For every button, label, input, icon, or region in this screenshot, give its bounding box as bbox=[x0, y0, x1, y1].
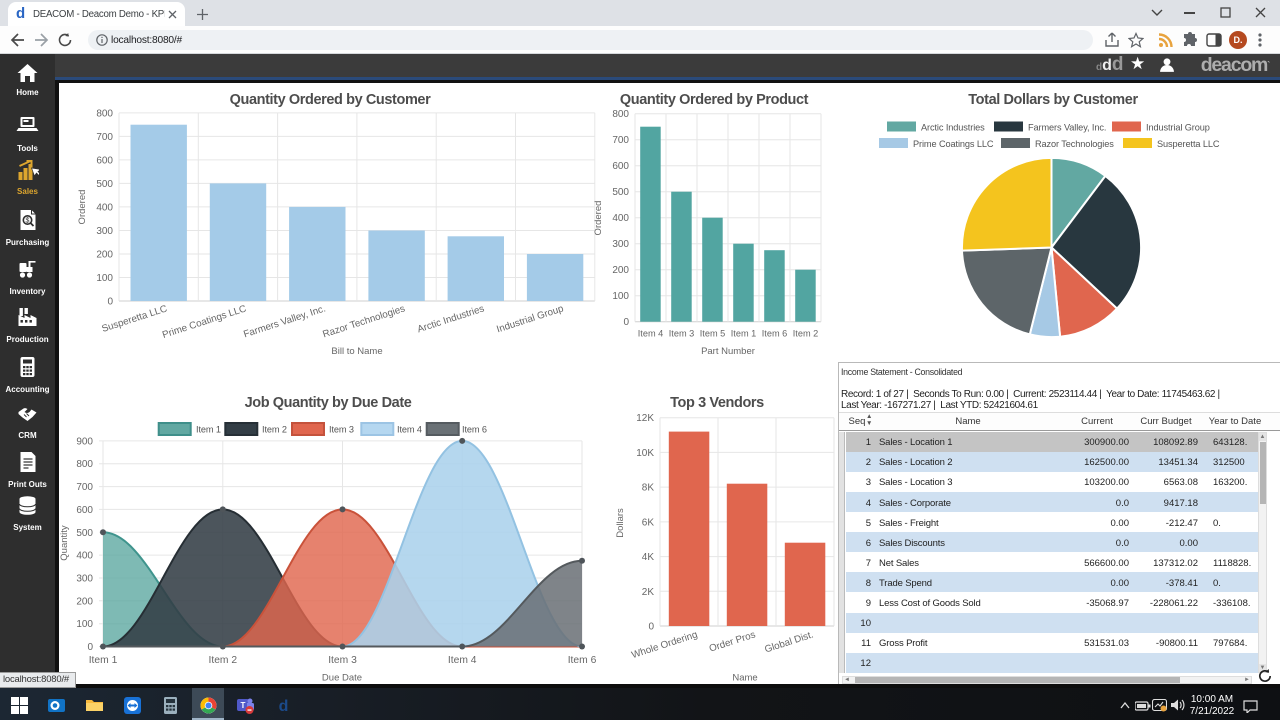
svg-text:Item 6: Item 6 bbox=[462, 425, 487, 435]
svg-text:Arctic Industries: Arctic Industries bbox=[921, 123, 985, 133]
svg-text:Item 4: Item 4 bbox=[638, 329, 664, 339]
svg-text:Due Date: Due Date bbox=[322, 673, 362, 684]
svg-text:800: 800 bbox=[76, 459, 93, 470]
svg-text:Item 4: Item 4 bbox=[397, 425, 422, 435]
svg-text:100: 100 bbox=[96, 273, 113, 284]
svg-text:Prime Coatings LLC: Prime Coatings LLC bbox=[161, 303, 248, 341]
svg-text:Industrial Group: Industrial Group bbox=[495, 303, 565, 335]
svg-text:100: 100 bbox=[612, 291, 629, 302]
svg-text:2K: 2K bbox=[642, 587, 655, 598]
svg-text:300: 300 bbox=[612, 239, 629, 250]
svg-text:500: 500 bbox=[76, 528, 93, 539]
svg-text:Susperetta LLC: Susperetta LLC bbox=[100, 303, 168, 334]
svg-text:Global Dist.: Global Dist. bbox=[763, 629, 815, 655]
svg-text:Dollars: Dollars bbox=[615, 508, 626, 538]
svg-text:600: 600 bbox=[76, 505, 93, 516]
svg-text:800: 800 bbox=[96, 108, 113, 119]
svg-text:d: d bbox=[279, 698, 289, 714]
svg-text:500: 500 bbox=[96, 179, 113, 190]
svg-text:Item 1: Item 1 bbox=[89, 655, 118, 666]
svg-text:Industrial Group: Industrial Group bbox=[1146, 123, 1210, 133]
svg-text:Part Number: Part Number bbox=[701, 346, 755, 357]
svg-text:Prime Coatings LLC: Prime Coatings LLC bbox=[913, 139, 994, 149]
svg-text:Item 3: Item 3 bbox=[328, 655, 357, 666]
svg-text:200: 200 bbox=[76, 596, 93, 607]
svg-text:700: 700 bbox=[76, 482, 93, 493]
svg-text:Quantity Ordered by Product: Quantity Ordered by Product bbox=[620, 92, 809, 108]
svg-text:600: 600 bbox=[96, 155, 113, 166]
svg-text:200: 200 bbox=[96, 250, 113, 261]
svg-text:Farmers Valley, Inc.: Farmers Valley, Inc. bbox=[1028, 123, 1106, 133]
svg-text:Item 2: Item 2 bbox=[208, 655, 237, 666]
svg-text:0: 0 bbox=[623, 317, 629, 328]
svg-text:Item 4: Item 4 bbox=[448, 655, 477, 666]
svg-text:Item 1: Item 1 bbox=[196, 425, 221, 435]
svg-text:Ordered: Ordered bbox=[77, 190, 88, 225]
svg-text:Farmers Valley, Inc.: Farmers Valley, Inc. bbox=[242, 303, 327, 340]
svg-text:400: 400 bbox=[76, 551, 93, 562]
svg-text:Item 3: Item 3 bbox=[669, 329, 695, 339]
svg-text:Top 3 Vendors: Top 3 Vendors bbox=[670, 395, 764, 411]
svg-text:Razor Technologies: Razor Technologies bbox=[1035, 139, 1114, 149]
svg-text:4K: 4K bbox=[642, 552, 655, 563]
svg-text:Name: Name bbox=[732, 673, 757, 684]
svg-text:900: 900 bbox=[76, 436, 93, 447]
svg-text:10K: 10K bbox=[636, 448, 654, 459]
svg-text:Item 6: Item 6 bbox=[568, 655, 597, 666]
svg-text:Arctic Industries: Arctic Industries bbox=[416, 303, 486, 335]
svg-text:Ordered: Ordered bbox=[593, 201, 604, 236]
svg-text:Bill to Name: Bill to Name bbox=[331, 346, 382, 357]
svg-text:700: 700 bbox=[96, 132, 113, 143]
svg-text:0: 0 bbox=[648, 622, 654, 633]
svg-text:6K: 6K bbox=[642, 517, 655, 528]
svg-text:0: 0 bbox=[87, 642, 93, 653]
svg-text:$: $ bbox=[26, 218, 30, 225]
svg-text:Susperetta LLC: Susperetta LLC bbox=[1157, 139, 1220, 149]
svg-text:T: T bbox=[241, 701, 246, 710]
svg-text:Item 2: Item 2 bbox=[262, 425, 287, 435]
svg-text:Item 6: Item 6 bbox=[762, 329, 788, 339]
svg-text:100: 100 bbox=[76, 619, 93, 630]
svg-text:800: 800 bbox=[612, 109, 629, 120]
svg-text:0: 0 bbox=[107, 297, 113, 308]
svg-text:500: 500 bbox=[612, 187, 629, 198]
svg-text:Item 1: Item 1 bbox=[731, 329, 757, 339]
svg-text:600: 600 bbox=[612, 161, 629, 172]
svg-text:8K: 8K bbox=[642, 483, 655, 494]
svg-text:200: 200 bbox=[612, 265, 629, 276]
svg-text:400: 400 bbox=[96, 202, 113, 213]
svg-text:Item 5: Item 5 bbox=[700, 329, 726, 339]
svg-text:400: 400 bbox=[612, 213, 629, 224]
svg-text:Job Quantity by Due Date: Job Quantity by Due Date bbox=[245, 395, 412, 411]
svg-text:300: 300 bbox=[76, 574, 93, 585]
svg-text:Whole Ordering: Whole Ordering bbox=[630, 629, 699, 661]
svg-text:Quantity: Quantity bbox=[59, 525, 70, 561]
svg-text:Item 3: Item 3 bbox=[329, 425, 354, 435]
svg-text:Order Pros: Order Pros bbox=[708, 629, 757, 654]
svg-text:Item 2: Item 2 bbox=[793, 329, 819, 339]
svg-text:Total Dollars by Customer: Total Dollars by Customer bbox=[968, 92, 1138, 108]
svg-text:Razor Technologies: Razor Technologies bbox=[321, 303, 406, 340]
svg-text:12K: 12K bbox=[636, 413, 654, 424]
svg-text:700: 700 bbox=[612, 135, 629, 146]
svg-text:300: 300 bbox=[96, 226, 113, 237]
svg-text:Quantity Ordered by Customer: Quantity Ordered by Customer bbox=[230, 92, 431, 108]
